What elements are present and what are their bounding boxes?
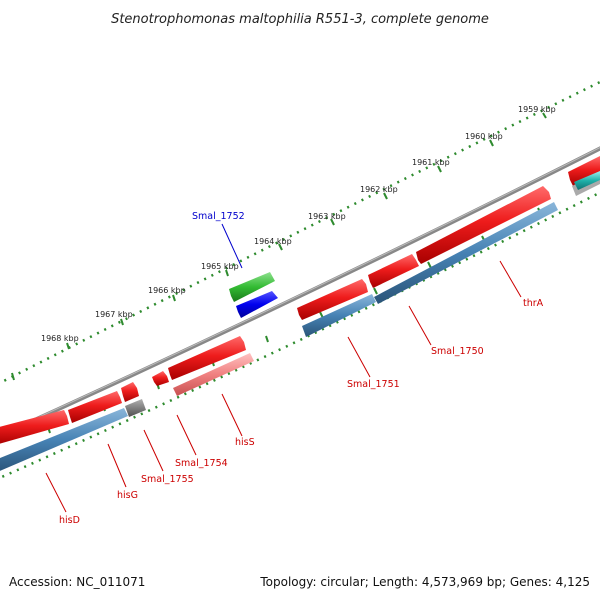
gene-label-thrA[interactable]: thrA [523, 298, 544, 309]
cds-arrow[interactable] [368, 254, 419, 288]
rna-feature-smal1752[interactable] [229, 272, 275, 302]
gene-label-smal1755[interactable]: Smal_1755 [141, 474, 194, 485]
scale-labels: 1959 kbp 1960 kbp 1961 kbp 1962 kbp 1963… [41, 105, 556, 343]
tick-label-1965: 1965 kbp [201, 262, 239, 271]
tick-label-1964: 1964 kbp [254, 237, 292, 246]
cds-arrow-thrA[interactable] [416, 186, 551, 264]
tick-label-1961: 1961 kbp [412, 158, 450, 167]
cds-arrow-small[interactable] [152, 371, 169, 386]
gene-labels: Smal_1752 thrA Smal_1750 Smal_1751 hisS … [59, 211, 544, 526]
leader-lines [45, 223, 522, 513]
backbone-line [0, 146, 600, 438]
gene-label-hisD[interactable]: hisD [59, 515, 80, 526]
gene-track [0, 172, 600, 473]
pseudo-gene-smal1755[interactable] [125, 399, 146, 417]
tick-label-1967: 1967 kbp [95, 310, 133, 319]
cds-arrow-hisG[interactable] [121, 382, 139, 402]
gene-bar-smal1750[interactable] [302, 294, 376, 337]
gene-label-smal1752[interactable]: Smal_1752 [192, 211, 245, 222]
gene-label-smal1754[interactable]: Smal_1754 [175, 458, 228, 469]
cds-arrow[interactable] [568, 156, 600, 186]
gene-label-hisG[interactable]: hisG [117, 490, 138, 501]
map-title: Stenotrophomonas maltophilia R551-3, com… [111, 12, 489, 27]
cds-arrow-hisD[interactable] [68, 391, 122, 423]
cds-arrow-smal1751[interactable] [297, 279, 368, 320]
tick-label-1960: 1960 kbp [465, 132, 503, 141]
blue-feature[interactable] [236, 291, 278, 318]
accession-text: Accession: NC_011071 [9, 575, 145, 589]
tick-label-1968: 1968 kbp [41, 334, 79, 343]
cds-arrow[interactable] [0, 410, 69, 445]
gene-label-smal1751[interactable]: Smal_1751 [347, 379, 400, 390]
forward-cds-track [0, 156, 600, 445]
gene-bar-thrA[interactable] [374, 202, 558, 304]
topology-summary: Topology: circular; Length: 4,573,969 bp… [259, 575, 590, 589]
backbone-highlight [0, 146, 600, 436]
cds-arrow-hisS[interactable] [168, 336, 246, 380]
cds-light-smal1754[interactable] [173, 353, 254, 396]
gene-bar-hisD[interactable] [0, 408, 128, 473]
outer-major-ticks [11, 112, 547, 381]
tick-label-1962: 1962 kbp [360, 185, 398, 194]
tick-label-1963: 1963 kbp [308, 212, 346, 221]
gene-label-hisS[interactable]: hisS [235, 437, 255, 448]
rna-feature-cyan[interactable] [574, 171, 600, 190]
scale-ring-outer [0, 80, 600, 385]
tick-label-1966: 1966 kbp [148, 286, 186, 295]
tick-label-1959: 1959 kbp [518, 105, 556, 114]
gene-label-smal1750[interactable]: Smal_1750 [431, 346, 484, 357]
